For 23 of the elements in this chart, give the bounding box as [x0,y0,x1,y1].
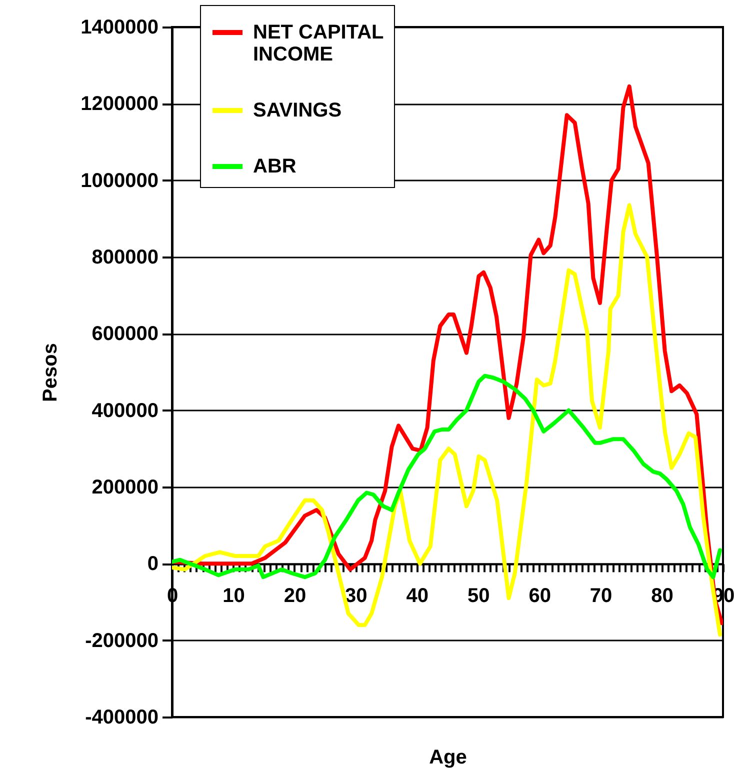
y-tick-label: 1200000 [80,93,158,116]
y-tick-label: 800000 [92,246,158,268]
y-tick-label: 1400000 [80,16,158,38]
x-tick-label: 60 [528,585,551,608]
x-tick-label: 40 [406,585,429,608]
x-axis-title: Age [429,746,467,768]
y-axis-title: Pesos [40,343,62,402]
y-tick-label: 200000 [92,476,158,498]
x-tick-label: 20 [284,585,306,608]
x-tick-label: 50 [467,585,490,608]
x-tick-label: 10 [222,585,245,608]
x-tick-label: 30 [345,585,368,608]
y-tick-label: 400000 [92,400,158,422]
y-tick-label: -200000 [85,630,158,652]
x-tick-label: 70 [590,585,612,608]
y-tick-label: -400000 [85,706,158,728]
y-tick-label: 1000000 [80,170,158,192]
legend-label: NET CAPITAL INCOME [253,22,384,66]
legend-label: ABR [253,156,297,178]
legend-label: SAVINGS [253,100,342,122]
x-tick-label: 80 [651,585,674,608]
y-tick-label: 600000 [92,323,158,346]
y-tick-label: 0 [147,553,158,576]
